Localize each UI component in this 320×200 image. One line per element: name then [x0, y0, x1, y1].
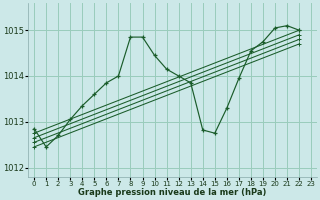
- X-axis label: Graphe pression niveau de la mer (hPa): Graphe pression niveau de la mer (hPa): [78, 188, 267, 197]
